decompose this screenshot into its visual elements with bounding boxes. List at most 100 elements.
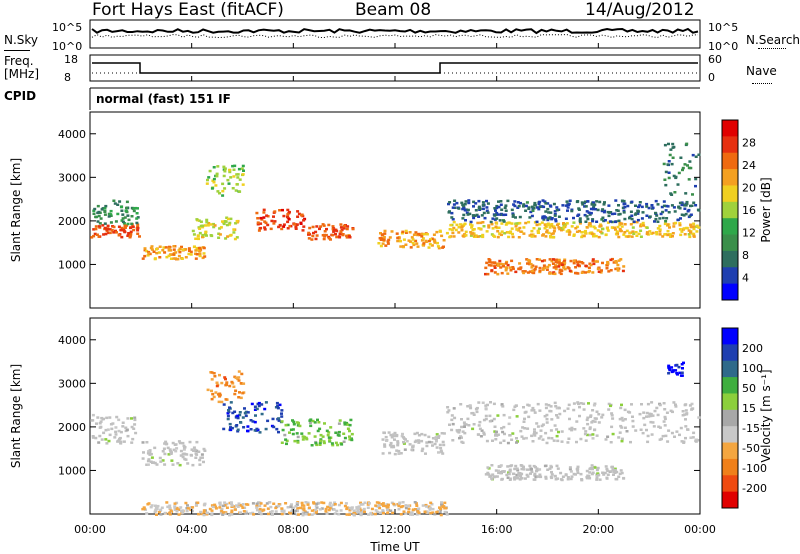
scatter-cell <box>500 427 504 430</box>
scatter-cell <box>697 226 701 229</box>
scatter-cell <box>109 221 113 224</box>
scatter-cell <box>136 207 139 210</box>
scatter-cell <box>463 202 467 206</box>
scatter-cell <box>206 178 209 182</box>
scatter-cell <box>384 244 388 247</box>
scatter-cell <box>338 236 342 239</box>
scatter-cell <box>423 433 427 437</box>
scatter-cell <box>208 169 212 173</box>
scatter-cell <box>503 432 506 436</box>
scatter-cell <box>481 401 485 404</box>
scatter-cell <box>548 216 552 219</box>
scatter-cell <box>109 209 113 213</box>
scatter-cell <box>166 446 170 450</box>
scatter-cell <box>181 455 185 459</box>
scatter-cell <box>480 214 484 217</box>
scatter-cell <box>568 230 572 234</box>
scatter-cell <box>292 506 296 510</box>
scatter-cell <box>679 156 683 159</box>
scatter-cell <box>434 440 438 443</box>
scatter-cell <box>469 231 473 234</box>
scatter-cell <box>417 232 421 236</box>
scatter-cell <box>135 212 139 215</box>
scatter-cell <box>393 452 397 456</box>
scatter-cell <box>443 501 447 505</box>
scatter-cell <box>609 211 613 214</box>
scatter-cell <box>584 271 587 274</box>
scatter-cell <box>542 264 546 267</box>
scatter-cell <box>506 441 510 445</box>
scatter-cell <box>686 428 689 431</box>
scatter-cell <box>305 511 309 514</box>
scatter-cell <box>126 417 130 420</box>
scatter-cell <box>315 225 319 228</box>
scatter-cell <box>537 227 541 230</box>
scatter-cell <box>453 416 457 420</box>
scatter-cell <box>270 219 274 223</box>
scatter-cell <box>543 415 547 418</box>
scatter-cell <box>216 165 220 168</box>
scatter-cell <box>432 238 436 241</box>
scatter-cell <box>114 433 118 436</box>
scatter-cell <box>427 246 431 249</box>
scatter-cell <box>175 447 179 450</box>
scatter-cell <box>218 393 222 397</box>
scatter-cell <box>464 230 468 234</box>
scatter-cell <box>671 156 675 159</box>
scatter-cell <box>582 427 586 430</box>
scatter-cell <box>648 215 652 218</box>
scatter-cell <box>664 209 668 212</box>
scatter-cell <box>94 227 98 231</box>
scatter-cell <box>286 423 290 427</box>
scatter-cell <box>147 458 151 461</box>
scatter-cell <box>537 231 540 234</box>
scatter-cell <box>236 176 240 179</box>
scatter-cell <box>346 423 350 426</box>
scatter-cell <box>94 215 98 219</box>
freq-label: Freq. <box>4 54 34 68</box>
scatter-cell <box>457 231 461 234</box>
scatter-cell <box>406 504 410 508</box>
scatter-cell <box>541 268 545 271</box>
scatter-cell <box>572 216 575 220</box>
scatter-cell <box>99 217 103 220</box>
scatter-cell <box>499 266 503 269</box>
scatter-cell <box>656 227 660 230</box>
scatter-cell <box>591 433 595 436</box>
scatter-cell <box>321 435 325 438</box>
scatter-cell <box>156 504 160 508</box>
scatter-cell <box>570 426 574 430</box>
scatter-cell <box>506 272 510 275</box>
scatter-cell <box>91 436 95 439</box>
scatter-cell <box>98 222 102 225</box>
scatter-cell <box>255 502 259 505</box>
scatter-cell <box>622 211 626 214</box>
scatter-cell <box>297 212 301 216</box>
scatter-cell <box>397 504 401 508</box>
scatter-cell <box>236 414 240 418</box>
nave-legend-line <box>752 83 772 84</box>
scatter-cell <box>237 502 241 505</box>
scatter-cell <box>680 371 684 374</box>
scatter-cell <box>680 230 684 233</box>
scatter-cell <box>530 468 533 471</box>
scatter-cell <box>528 464 532 468</box>
scatter-cell <box>296 509 299 513</box>
scatter-cell <box>636 218 640 222</box>
scatter-cell <box>653 220 656 223</box>
scatter-cell <box>529 472 532 475</box>
scatter-cell <box>485 473 489 476</box>
scatter-cell <box>133 418 137 422</box>
scatter-cell <box>541 215 545 218</box>
scatter-cell <box>526 258 530 262</box>
scatter-cell <box>589 225 593 228</box>
scatter-cell <box>497 200 500 203</box>
scatter-cell <box>580 231 584 234</box>
scatter-cell <box>553 227 557 230</box>
scatter-cell <box>331 443 335 447</box>
scatter-cell <box>460 226 464 229</box>
scatter-cell <box>514 464 518 468</box>
scatter-cell <box>589 415 592 418</box>
scatter-cell <box>639 224 643 228</box>
scatter-cell <box>242 169 245 172</box>
